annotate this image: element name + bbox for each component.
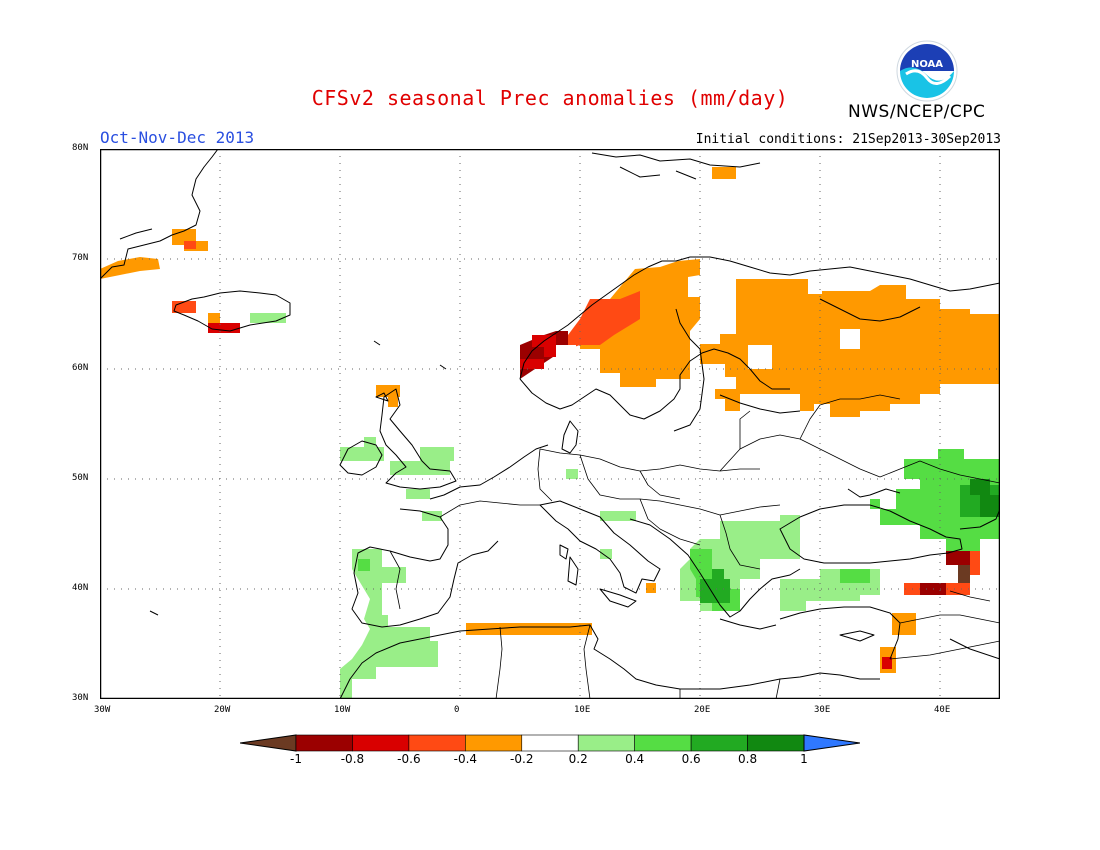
- colorbar-label: -1: [290, 752, 302, 766]
- lon-tick-label: 30W: [94, 705, 111, 715]
- map-frame: [100, 149, 1000, 699]
- coastlines: [100, 149, 1000, 699]
- graticule: [100, 149, 1000, 699]
- colorbar-label: 1: [800, 752, 808, 766]
- lat-tick-label: 50N: [72, 473, 89, 483]
- colorbar-label: 0.6: [681, 752, 701, 766]
- colorbar-cell: [408, 734, 466, 752]
- colorbar-cell: [352, 734, 410, 752]
- colorbar-label: -0.6: [397, 752, 421, 766]
- noaa-logo-text: NOAA: [911, 59, 943, 70]
- colorbar-under-triangle: [240, 734, 297, 752]
- anomaly-greenland: [100, 257, 160, 279]
- colorbar-cell: [577, 734, 635, 752]
- lon-tick-label: 10W: [334, 705, 351, 715]
- season-label: Oct-Nov-Dec 2013: [100, 128, 255, 147]
- colorbar-cell: [690, 734, 748, 752]
- colorbar-cell: [747, 734, 805, 752]
- anomaly-south-russia: [870, 449, 1000, 551]
- colorbar-label: 0.8: [738, 752, 758, 766]
- colorbar-over-triangle: [803, 734, 860, 752]
- colorbar: [240, 734, 860, 752]
- colorbar-label: 0.4: [625, 752, 645, 766]
- anomaly-mediterranean: [466, 623, 592, 635]
- map-title: CFSv2 seasonal Prec anomalies (mm/day): [311, 86, 789, 110]
- lon-tick-label: 40E: [934, 705, 951, 715]
- colorbar-label: 0.2: [568, 752, 588, 766]
- lon-tick-label: 30E: [814, 705, 831, 715]
- colorbar-cell: [521, 734, 579, 752]
- colorbar-cell: [634, 734, 692, 752]
- lon-tick-label: 20W: [214, 705, 231, 715]
- colorbar-label: -0.2: [510, 752, 534, 766]
- lon-tick-label: 10E: [574, 705, 591, 715]
- lat-tick-label: 80N: [72, 143, 89, 153]
- anomaly-map: [100, 149, 1000, 699]
- colorbar-label: -0.4: [453, 752, 478, 766]
- lat-tick-label: 70N: [72, 253, 89, 263]
- anomaly-scandinavia: [580, 259, 700, 387]
- colorbar-label: -0.8: [340, 752, 365, 766]
- lat-tick-label: 30N: [72, 693, 89, 703]
- colorbar-cell: [295, 734, 353, 752]
- anomaly-shading: [100, 167, 1000, 699]
- initial-conditions-label: Initial conditions: 21Sep2013-30Sep2013: [695, 132, 1001, 147]
- noaa-logo: NOAA: [896, 40, 958, 102]
- agency-label: NWS/NCEP/CPC: [848, 102, 986, 122]
- lat-tick-label: 60N: [72, 363, 89, 373]
- lon-tick-label: 20E: [694, 705, 711, 715]
- lat-tick-label: 40N: [72, 583, 89, 593]
- colorbar-cell: [465, 734, 523, 752]
- lon-tick-label: 0: [454, 705, 460, 715]
